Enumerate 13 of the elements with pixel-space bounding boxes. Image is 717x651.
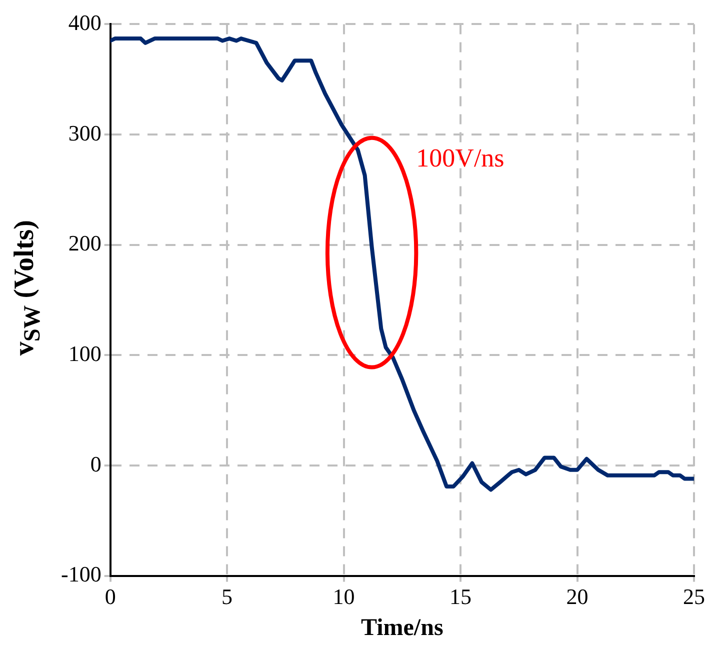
y-tick-label: 300 [68,120,102,146]
x-axis-title: Time/ns [361,614,444,641]
y-tick-label: 100 [68,340,102,366]
y-tick-label: -100 [61,562,102,587]
x-tick-label: 25 [683,584,705,609]
annotation: 100V/ns [416,144,504,173]
y-tick-label: 0 [90,451,102,476]
x-tick-label: 15 [450,584,472,609]
x-tick-label: 5 [222,584,233,609]
y-tick-label: 200 [68,230,102,256]
x-tick-label: 10 [332,584,355,609]
y-tick-label: 400 [68,10,102,35]
x-tick-label: 20 [566,584,588,609]
